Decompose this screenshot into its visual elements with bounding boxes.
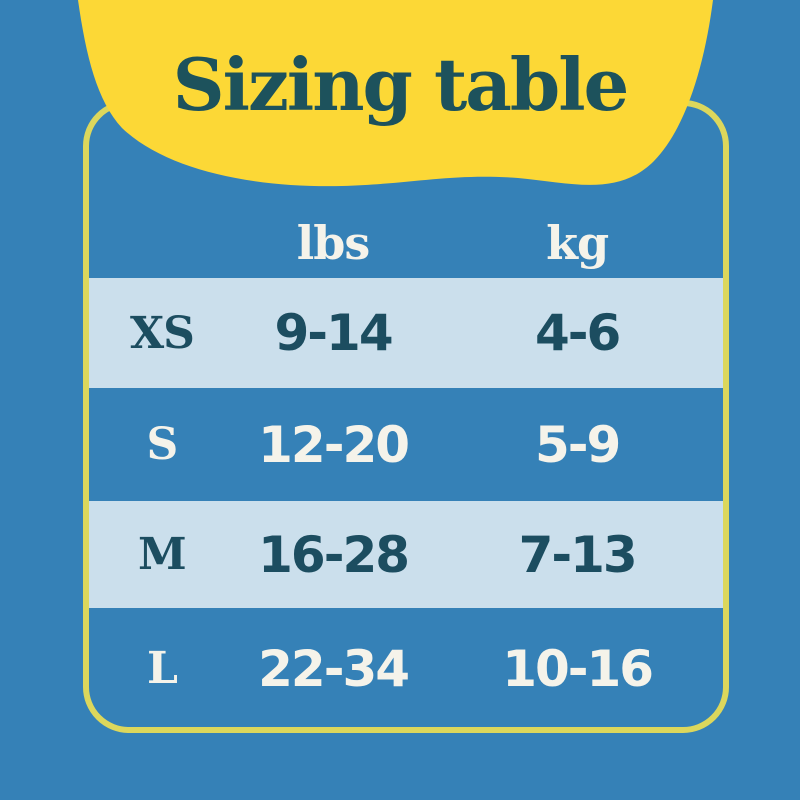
lbs-value: 9-14 bbox=[274, 304, 394, 362]
table-header-row: lbs kg bbox=[89, 106, 723, 278]
header-kg: kg bbox=[546, 216, 609, 270]
title-blob-shape bbox=[78, 0, 713, 187]
kg-value: 5-9 bbox=[534, 415, 621, 474]
header-lbs: lbs bbox=[296, 216, 371, 270]
lbs-value: 16-28 bbox=[258, 525, 410, 584]
size-label: L bbox=[146, 643, 178, 694]
lbs-value: 12-20 bbox=[258, 415, 410, 474]
lbs-value: 22-34 bbox=[258, 639, 410, 698]
size-label: XS bbox=[129, 307, 195, 359]
kg-value: 4-6 bbox=[534, 304, 621, 362]
page-title: Sizing table bbox=[172, 41, 630, 127]
kg-value: 10-16 bbox=[502, 639, 654, 698]
table-row-m: M 16-28 7-13 bbox=[89, 501, 723, 608]
table-row-s: S 12-20 5-9 bbox=[89, 388, 723, 501]
size-label: S bbox=[146, 419, 179, 470]
size-label: M bbox=[138, 529, 187, 580]
table-row-xs: XS 9-14 4-6 bbox=[89, 278, 723, 388]
sizing-table-panel: lbs kg XS 9-14 4-6 S 12-20 5-9 M 16-28 7… bbox=[83, 100, 729, 733]
table-row-l: L 22-34 10-16 bbox=[89, 608, 723, 727]
kg-value: 7-13 bbox=[518, 525, 638, 584]
